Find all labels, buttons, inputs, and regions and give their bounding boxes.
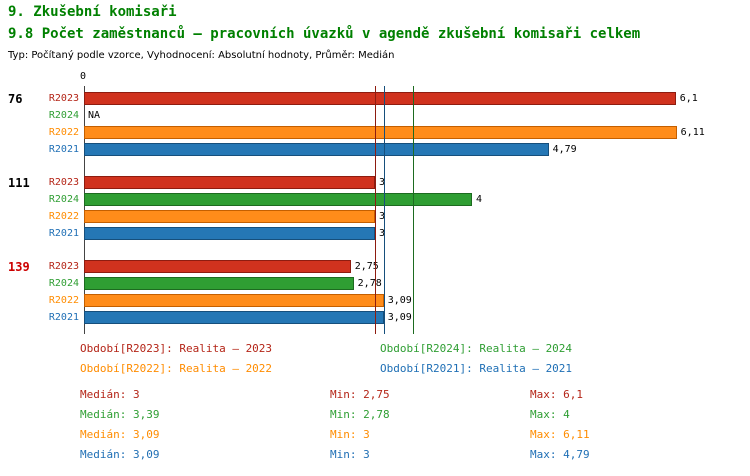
- group-label: 76: [8, 92, 23, 106]
- stat-max: Max: 4: [530, 408, 570, 421]
- legend-item-R2023: Období[R2023]: Realita – 2023: [80, 342, 273, 355]
- group-label: 139: [8, 260, 30, 274]
- series-label: R2021: [48, 144, 79, 155]
- stat-row: Medián: 3,09 Min: 3 Max: 6,11: [80, 428, 740, 448]
- bar-value: NA: [88, 110, 101, 121]
- stat-max: Max: 6,1: [530, 388, 583, 401]
- chart-meta-line: Typ: Počítaný podle vzorce, Vyhodnocení:…: [8, 50, 395, 61]
- page-subtitle: 9.8 Počet zaměstnanců – pracovních úvazk…: [8, 26, 641, 42]
- stat-row: Medián: 3,09 Min: 3 Max: 4,79: [80, 448, 740, 468]
- stat-median: Medián: 3,09: [80, 448, 160, 461]
- bar-row: R2021 4,79: [0, 141, 750, 158]
- page-title: 9. Zkušební komisaři: [8, 4, 177, 20]
- stat-min: Min: 2,78: [330, 408, 390, 421]
- bar-R2021: [84, 143, 549, 156]
- series-label: R2021: [48, 228, 79, 239]
- stat-max: Max: 6,11: [530, 428, 590, 441]
- stat-median: Medián: 3,39: [80, 408, 160, 421]
- bar-row: R2021 3,09: [0, 309, 750, 326]
- bar-groups: 76 R2023 6,1 R2024 NA R2022 6,11 R2021 4,79 111 R2…: [0, 90, 750, 342]
- bar-value: 3,09: [387, 295, 412, 306]
- stat-max: Max: 4,79: [530, 448, 590, 461]
- bar-R2023: [84, 260, 351, 273]
- series-label: R2024: [48, 278, 79, 289]
- bar-value: 4: [476, 194, 483, 205]
- series-label: R2023: [48, 177, 79, 188]
- bar-value: 2,75: [354, 261, 379, 272]
- median-line-R2023: [375, 86, 376, 334]
- bar-row: R2023 2,75: [0, 258, 750, 275]
- bar-R2022: [84, 126, 677, 139]
- series-label: R2024: [48, 194, 79, 205]
- plot-area: 76 R2023 6,1 R2024 NA R2022 6,11 R2021 4,79 111 R2…: [0, 86, 750, 334]
- axis-zero-label: 0: [80, 71, 87, 82]
- bar-value: 4,79: [552, 144, 577, 155]
- series-label: R2023: [48, 261, 79, 272]
- stat-row: Medián: 3 Min: 2,75 Max: 6,1: [80, 388, 740, 408]
- legend-item-R2021: Období[R2021]: Realita – 2021: [380, 362, 573, 375]
- stat-min: Min: 2,75: [330, 388, 390, 401]
- stat-min: Min: 3: [330, 428, 370, 441]
- series-label: R2024: [48, 110, 79, 121]
- series-label: R2022: [48, 127, 79, 138]
- bar-value: 6,1: [679, 93, 698, 104]
- bar-row: R2022 3: [0, 208, 750, 225]
- series-label: R2021: [48, 312, 79, 323]
- bar-row: R2022 3,09: [0, 292, 750, 309]
- bar-R2023: [84, 92, 676, 105]
- bar-value: 3: [379, 177, 386, 188]
- bar-R2023: [84, 176, 375, 189]
- bar-group: 76 R2023 6,1 R2024 NA R2022 6,11 R2021 4,79: [0, 90, 750, 158]
- bar-row: R2022 6,11: [0, 124, 750, 141]
- bar-group: 139 R2023 2,75 R2024 2,78 R2022 3,09 R2021 3,09: [0, 258, 750, 326]
- bar-value: 3: [379, 211, 386, 222]
- series-label: R2022: [48, 211, 79, 222]
- bar-R2022: [84, 210, 375, 223]
- stat-median: Medián: 3,09: [80, 428, 160, 441]
- bar-R2024: [84, 277, 354, 290]
- series-label: R2023: [48, 93, 79, 104]
- series-label: R2022: [48, 295, 79, 306]
- legend-item-R2022: Období[R2022]: Realita – 2022: [80, 362, 273, 375]
- bar-value: 3,09: [387, 312, 412, 323]
- bar-row: R2024 2,78: [0, 275, 750, 292]
- legend-item-R2024: Období[R2024]: Realita – 2024: [380, 342, 573, 355]
- stat-median: Medián: 3: [80, 388, 140, 401]
- group-label: 111: [8, 176, 30, 190]
- bar-row: R2021 3: [0, 225, 750, 242]
- legend: Období[R2023]: Realita – 2023 Období[R202…: [0, 342, 750, 384]
- bar-row: R2024 NA: [0, 107, 750, 124]
- bar-R2021: [84, 227, 375, 240]
- median-line-R2021: [383, 86, 385, 334]
- bar-value: 3: [379, 228, 386, 239]
- bar-R2022: [84, 294, 384, 307]
- bar-value: 6,11: [680, 127, 705, 138]
- stat-min: Min: 3: [330, 448, 370, 461]
- stat-row: Medián: 3,39 Min: 2,78 Max: 4: [80, 408, 740, 428]
- bar-value: 2,78: [357, 278, 382, 289]
- bar-row: R2023 6,1: [0, 90, 750, 107]
- median-line-R2024: [412, 86, 414, 334]
- bar-R2021: [84, 311, 384, 324]
- bar-row: R2023 3: [0, 174, 750, 191]
- stats-table: Medián: 3 Min: 2,75 Max: 6,1 Medián: 3,39 Mi…: [80, 388, 740, 468]
